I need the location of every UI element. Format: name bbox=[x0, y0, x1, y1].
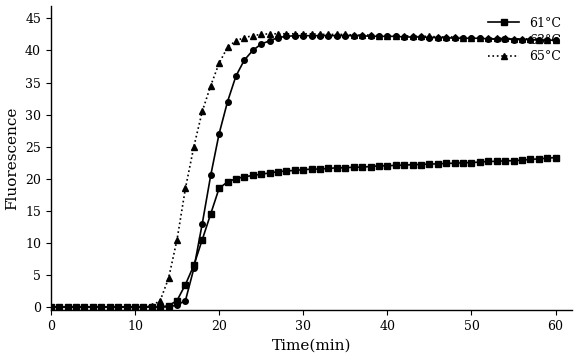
61°C bbox=[224, 180, 231, 184]
65°C bbox=[47, 305, 54, 309]
65°C bbox=[149, 304, 155, 308]
63°C bbox=[149, 305, 155, 309]
Y-axis label: Fluorescence: Fluorescence bbox=[6, 106, 20, 209]
Legend: 61°C, 63°C, 65°C: 61°C, 63°C, 65°C bbox=[483, 12, 566, 68]
63°C bbox=[552, 38, 559, 42]
63°C bbox=[325, 34, 332, 38]
63°C bbox=[165, 305, 172, 309]
65°C bbox=[165, 276, 172, 280]
65°C bbox=[493, 36, 500, 40]
65°C bbox=[325, 32, 332, 37]
61°C bbox=[165, 304, 172, 308]
Line: 63°C: 63°C bbox=[48, 33, 558, 310]
X-axis label: Time(min): Time(min) bbox=[272, 338, 351, 352]
61°C bbox=[317, 167, 324, 171]
65°C bbox=[266, 32, 273, 36]
65°C bbox=[224, 45, 231, 49]
63°C bbox=[359, 34, 366, 38]
61°C bbox=[47, 305, 54, 309]
61°C bbox=[149, 305, 155, 309]
63°C bbox=[493, 37, 500, 41]
61°C bbox=[350, 165, 357, 169]
63°C bbox=[224, 100, 231, 104]
63°C bbox=[47, 305, 54, 309]
61°C bbox=[485, 159, 492, 164]
Line: 65°C: 65°C bbox=[47, 30, 559, 310]
63°C bbox=[291, 34, 298, 38]
65°C bbox=[552, 38, 559, 42]
65°C bbox=[359, 33, 366, 37]
61°C bbox=[552, 155, 559, 160]
Line: 61°C: 61°C bbox=[48, 155, 558, 310]
